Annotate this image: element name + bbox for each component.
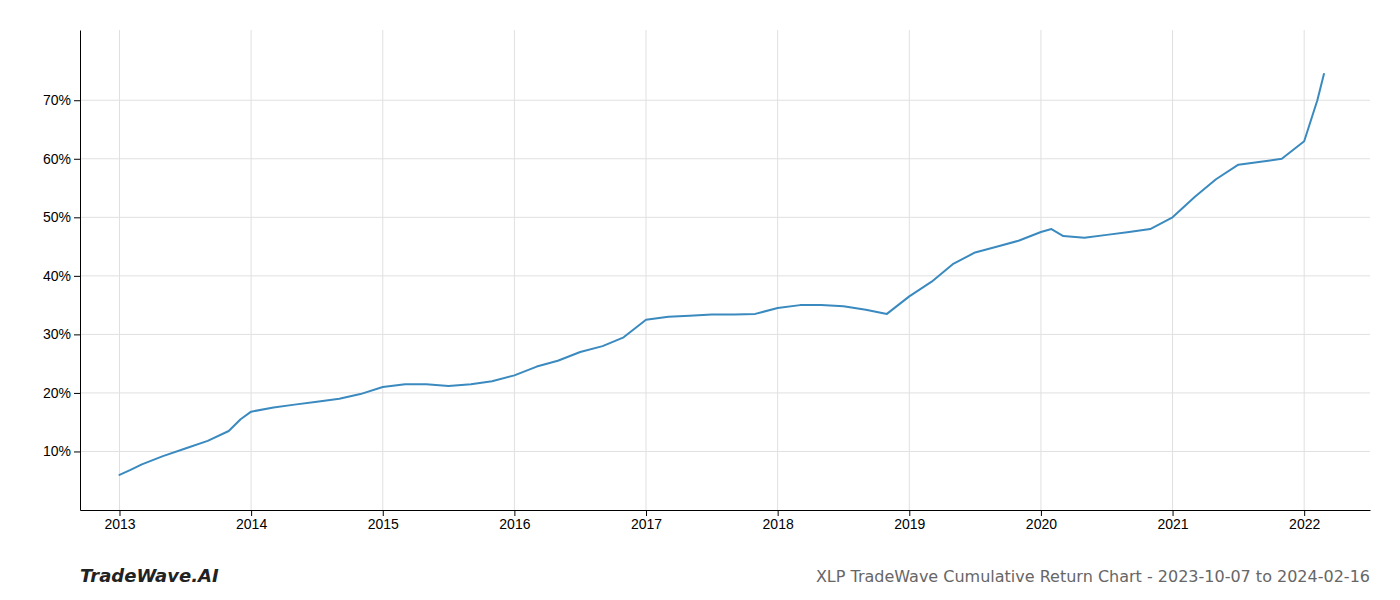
y-tick-mark	[74, 451, 80, 452]
y-tick: 40%	[43, 268, 80, 284]
x-tick-label: 2014	[236, 516, 267, 532]
plot-area: 2013 2014 2015 2016 2017 2018 2019 2020 2021 2022…	[43, 30, 1371, 532]
grid-line-x	[1040, 30, 1041, 510]
x-tick-label: 2016	[499, 516, 530, 532]
y-tick-label: 20%	[43, 385, 71, 401]
y-tick-mark	[74, 334, 80, 335]
grid-line-x	[1304, 30, 1305, 510]
grid-line-y	[80, 334, 1370, 335]
x-tick-label: 2019	[894, 516, 925, 532]
grid-line-x	[514, 30, 515, 510]
y-tick-label: 40%	[43, 268, 71, 284]
x-tick-label: 2022	[1289, 516, 1320, 532]
y-tick: 10%	[43, 443, 80, 459]
x-tick: 2015	[368, 510, 399, 532]
y-tick-label: 50%	[43, 209, 71, 225]
x-tick-label: 2020	[1026, 516, 1057, 532]
y-tick-mark	[74, 100, 80, 101]
y-tick-mark	[74, 393, 80, 394]
grid-line-y	[80, 217, 1370, 218]
x-tick: 2016	[499, 510, 530, 532]
grid-line-x	[646, 30, 647, 510]
y-tick-label: 60%	[43, 151, 71, 167]
x-tick-label: 2018	[763, 516, 794, 532]
grid-line-y	[80, 100, 1370, 101]
x-tick: 2017	[631, 510, 662, 532]
x-axis: 2013 2014 2015 2016 2017 2018 2019 2020 2021 2022	[81, 510, 1371, 532]
x-tick-label: 2021	[1157, 516, 1188, 532]
grid-line-x	[382, 30, 383, 510]
grid-line-x	[909, 30, 910, 510]
grid-line-x	[777, 30, 778, 510]
x-tick: 2018	[763, 510, 794, 532]
x-tick-label: 2013	[104, 516, 135, 532]
grid-line-y	[80, 158, 1370, 159]
y-tick-mark	[74, 217, 80, 218]
grid-line-y	[80, 392, 1370, 393]
grid-line-x	[1172, 30, 1173, 510]
x-axis-line	[81, 510, 1371, 511]
x-tick: 2013	[104, 510, 135, 532]
title: XLP TradeWave Cumulative Return Chart - …	[816, 567, 1370, 586]
line	[119, 74, 1323, 475]
y-tick: 30%	[43, 326, 80, 342]
grid-line-y	[80, 275, 1370, 276]
x-tick: 2020	[1026, 510, 1057, 532]
y-tick-label: 30%	[43, 326, 71, 342]
x-tick-label: 2017	[631, 516, 662, 532]
grid	[80, 30, 1370, 510]
y-tick: 20%	[43, 385, 80, 401]
grid-line-x	[119, 30, 120, 510]
footer-annotation: TradeWave.AI	[80, 565, 219, 586]
x-tick: 2014	[236, 510, 267, 532]
x-tick: 2022	[1289, 510, 1320, 532]
y-axis: 10% 20% 30% 40% 50% 60% 70%	[43, 31, 81, 511]
x-tick: 2019	[894, 510, 925, 532]
marks	[119, 74, 1323, 475]
y-tick-mark	[74, 159, 80, 160]
y-tick-label: 10%	[43, 443, 71, 459]
y-axis-line	[80, 31, 81, 511]
grid-line-y	[80, 451, 1370, 452]
x-tick: 2021	[1157, 510, 1188, 532]
y-tick: 60%	[43, 151, 80, 167]
y-tick-label: 70%	[43, 92, 71, 108]
y-tick: 50%	[43, 209, 80, 225]
y-tick-mark	[74, 276, 80, 277]
grid-line-x	[251, 30, 252, 510]
y-tick: 70%	[43, 92, 80, 108]
chart: 2013 2014 2015 2016 2017 2018 2019 2020 2021 2022…	[0, 0, 1400, 600]
x-tick-label: 2015	[368, 516, 399, 532]
